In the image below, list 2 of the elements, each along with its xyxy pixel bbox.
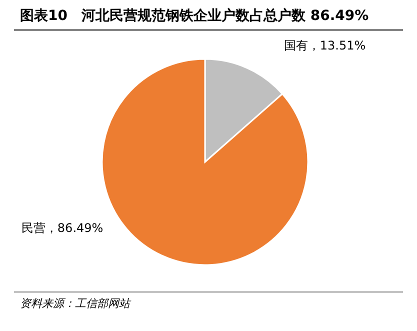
title: 图表10 河北民营规范钢铁企业户数占总户数 86.49% (20, 8, 369, 24)
annotation: 资料来源：工信部网站 (20, 297, 130, 310)
